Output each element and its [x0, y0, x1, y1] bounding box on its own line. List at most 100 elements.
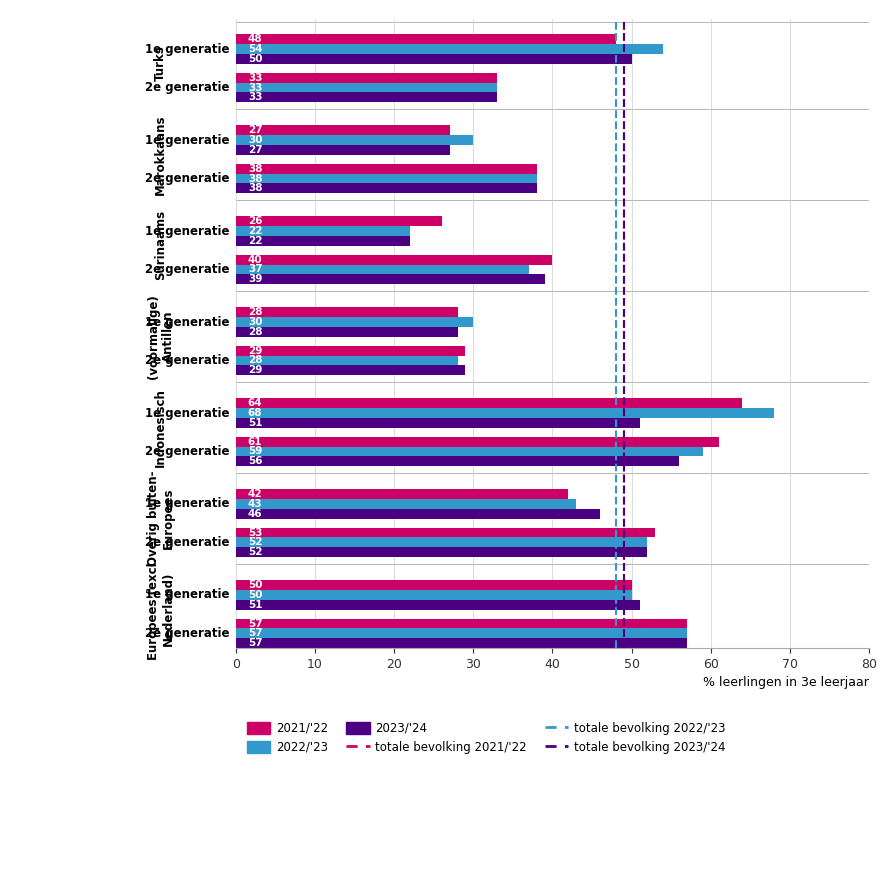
Text: 50: 50: [248, 580, 262, 590]
Text: 40: 40: [248, 254, 262, 264]
Bar: [236, 600, 640, 610]
Text: 1e generatie: 1e generatie: [145, 497, 229, 511]
Bar: [236, 174, 537, 184]
Bar: [236, 628, 687, 638]
Text: 51: 51: [248, 418, 262, 428]
Bar: [236, 307, 458, 317]
Bar: [236, 356, 458, 366]
X-axis label: % leerlingen in 3e leerjaar: % leerlingen in 3e leerjaar: [703, 676, 869, 690]
Text: 43: 43: [248, 499, 262, 509]
Bar: [236, 489, 568, 499]
Text: Turks: Turks: [154, 46, 168, 82]
Text: 33: 33: [248, 73, 262, 82]
Text: 50: 50: [248, 590, 262, 600]
Text: 64: 64: [248, 398, 262, 409]
Bar: [236, 327, 458, 337]
Text: 1e generatie: 1e generatie: [145, 43, 229, 56]
Bar: [236, 590, 632, 600]
Text: 38: 38: [248, 174, 262, 184]
Text: 29: 29: [248, 366, 262, 375]
Bar: [236, 216, 442, 226]
Bar: [236, 446, 703, 456]
Text: 30: 30: [248, 317, 262, 327]
Bar: [236, 580, 632, 590]
Text: 1e generatie: 1e generatie: [145, 407, 229, 419]
Bar: [236, 346, 466, 356]
Text: 28: 28: [248, 327, 262, 337]
Bar: [236, 436, 719, 446]
Text: (voormalige)
Antillen: (voormalige) Antillen: [147, 294, 175, 379]
Text: 2e generatie: 2e generatie: [145, 172, 229, 185]
Text: 22: 22: [248, 226, 262, 236]
Text: 28: 28: [248, 307, 262, 317]
Bar: [236, 499, 576, 509]
Bar: [236, 618, 687, 628]
Bar: [236, 254, 552, 264]
Bar: [236, 164, 537, 174]
Text: 61: 61: [248, 436, 262, 446]
Text: Indonesisch: Indonesisch: [154, 388, 168, 467]
Text: Marokkaans: Marokkaans: [154, 114, 168, 194]
Bar: [236, 54, 632, 64]
Text: 38: 38: [248, 164, 262, 174]
Text: 52: 52: [248, 538, 262, 547]
Text: Overig buiten-
Europees: Overig buiten- Europees: [147, 470, 175, 566]
Text: 22: 22: [248, 236, 262, 246]
Text: 38: 38: [248, 184, 262, 194]
Text: 2e generatie: 2e generatie: [145, 354, 229, 367]
Text: 1e generatie: 1e generatie: [145, 589, 229, 601]
Text: 59: 59: [248, 446, 262, 456]
Text: 54: 54: [248, 44, 262, 54]
Bar: [236, 264, 529, 274]
Text: 56: 56: [248, 456, 262, 466]
Legend: 2021/'22, 2022/'23, 2023/'24, totale bevolking 2021/'22, totale bevolking 2022/': 2021/'22, 2022/'23, 2023/'24, totale bev…: [242, 717, 731, 758]
Text: 29: 29: [248, 346, 262, 356]
Bar: [236, 418, 640, 427]
Bar: [236, 184, 537, 194]
Text: 57: 57: [248, 638, 262, 649]
Bar: [236, 236, 410, 246]
Text: 30: 30: [248, 135, 262, 145]
Bar: [236, 547, 648, 557]
Text: 27: 27: [248, 125, 262, 135]
Bar: [236, 528, 656, 538]
Text: 57: 57: [248, 628, 262, 638]
Text: 1e generatie: 1e generatie: [145, 225, 229, 237]
Text: 2e generatie: 2e generatie: [145, 81, 229, 94]
Text: 52: 52: [248, 547, 262, 557]
Bar: [236, 34, 615, 44]
Bar: [236, 456, 679, 466]
Text: 68: 68: [248, 408, 262, 418]
Bar: [236, 509, 600, 519]
Bar: [236, 125, 450, 135]
Bar: [236, 44, 664, 54]
Bar: [236, 638, 687, 648]
Text: 42: 42: [248, 489, 262, 499]
Text: 27: 27: [248, 145, 262, 155]
Bar: [236, 366, 466, 375]
Text: 28: 28: [248, 356, 262, 366]
Text: 37: 37: [248, 264, 262, 274]
Text: 53: 53: [248, 528, 262, 538]
Bar: [236, 317, 474, 327]
Text: 2e generatie: 2e generatie: [145, 263, 229, 276]
Text: 2e generatie: 2e generatie: [145, 445, 229, 458]
Text: 33: 33: [248, 82, 262, 92]
Text: Surinaams: Surinaams: [154, 211, 168, 280]
Bar: [236, 398, 742, 408]
Text: 2e generatie: 2e generatie: [145, 536, 229, 549]
Text: 2e generatie: 2e generatie: [145, 627, 229, 640]
Text: 51: 51: [248, 599, 262, 610]
Bar: [236, 145, 450, 155]
Text: 57: 57: [248, 618, 262, 628]
Text: 50: 50: [248, 54, 262, 64]
Bar: [236, 226, 410, 236]
Text: 39: 39: [248, 274, 262, 284]
Text: 46: 46: [248, 509, 262, 519]
Text: Europees (excl.
Nederland): Europees (excl. Nederland): [147, 558, 175, 660]
Text: 26: 26: [248, 216, 262, 226]
Bar: [236, 135, 474, 145]
Bar: [236, 274, 545, 284]
Text: 48: 48: [248, 34, 262, 44]
Text: 33: 33: [248, 92, 262, 102]
